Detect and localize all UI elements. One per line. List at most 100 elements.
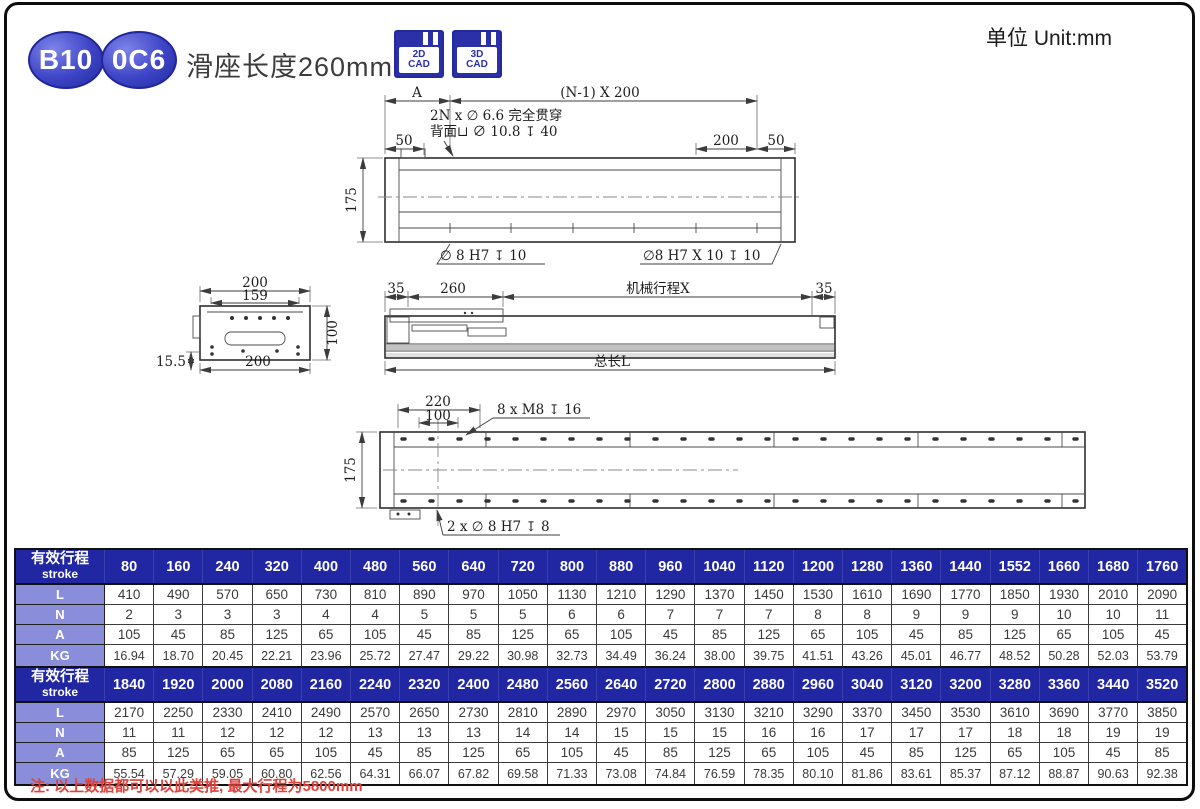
table-cell: 12: [300, 722, 352, 743]
stroke-spec-table: 有效行程 stroke 80 160 240 320 400 480 560 640 720 800 8…: [14, 548, 1188, 786]
table-cell: 15: [645, 722, 696, 743]
table-cell: 87.12: [989, 762, 1040, 786]
table-cell: 46.77: [940, 644, 991, 668]
table-cell: 5: [448, 604, 499, 625]
table-cell: 43.26: [842, 644, 893, 668]
dim-35-right-label: 35: [815, 281, 832, 297]
table-cell: 45: [842, 742, 893, 763]
section-bolt-holes: [210, 316, 300, 356]
table-cell: 74.84: [645, 762, 696, 786]
table-cell: 73.08: [596, 762, 647, 786]
l-row: L 410 490 570 650 730 810 890 970 1050 1130 1210 129…: [14, 583, 1188, 605]
stroke-value-cell: 3040: [842, 666, 893, 703]
stroke-value-cell: 480: [350, 548, 401, 585]
table-cell: 80.10: [792, 762, 844, 786]
stroke-value-cell: 720: [497, 548, 548, 585]
row-label-kg: KG: [14, 644, 105, 668]
table-cell: 4: [350, 604, 401, 625]
cad-2d-line1: 2D: [412, 48, 426, 60]
table-cell: 85: [1137, 742, 1188, 763]
table-cell: 3530: [940, 701, 991, 723]
stroke-value-cell: 400: [300, 548, 352, 585]
stroke-value-cell: 800: [546, 548, 598, 585]
stroke-value-cell: 1680: [1088, 548, 1139, 585]
stroke-value-cell: 3440: [1088, 666, 1139, 703]
table-cell: 85: [399, 742, 450, 763]
stroke-label-en: stroke: [41, 684, 79, 699]
stroke-value-cell: 1120: [743, 548, 794, 585]
table-cell: 16: [743, 722, 794, 743]
table-cell: 1130: [546, 583, 598, 605]
table-cell: 67.82: [448, 762, 499, 786]
dim-35-left-label: 35: [387, 281, 404, 297]
drawing-bottom-view: 220 100 8 x M8 ↧ 16 175 2 x ∅ 8 H7 ↧ 8: [343, 394, 1086, 536]
table-cell: 45: [596, 742, 647, 763]
table-cell: 5: [497, 604, 548, 625]
side-details: [385, 308, 835, 352]
table-cell: 1770: [940, 583, 991, 605]
table-cell: 105: [842, 624, 893, 645]
cad-2d-download-button[interactable]: 2D CAD: [394, 30, 444, 78]
row-label-a: A: [14, 742, 105, 763]
spec-table-body: 有效行程 stroke 80 160 240 320 400 480 560 640 720 800 8…: [14, 548, 1188, 786]
table-cell: 85: [103, 742, 155, 763]
stroke-label-en: stroke: [41, 566, 79, 581]
table-cell: 45: [1137, 624, 1188, 645]
table-cell: 18: [989, 722, 1040, 743]
table-cell: 45: [350, 742, 401, 763]
table-cell: 125: [694, 742, 745, 763]
table-cell: 50.28: [1038, 644, 1090, 668]
table-cell: 14: [497, 722, 548, 743]
technical-drawings: A (N-1) X 200 50 200 50 175 2N x ∅ 6.6 完…: [156, 85, 1086, 536]
table-cell: 19: [1088, 722, 1139, 743]
n-row: N 2 3 3 3 4 4 5 5 5 6 6 7 7 7 8 8 9 9 9 10 10 11: [14, 604, 1188, 625]
a-row: A 85 125 65 65 105 45 85 125 65 105 45 85 125 65 105 45 8…: [14, 742, 1188, 763]
table-cell: 7: [743, 604, 794, 625]
carriage-dot: [463, 311, 467, 315]
stroke-header-row: 有效行程 stroke 80 160 240 320 400 480 560 640 720 800 8…: [14, 548, 1188, 585]
footnote: 注: 以上数据都可以以此类推, 最大行程为5800mm: [30, 778, 363, 795]
dim-175-label: 175: [343, 457, 359, 483]
table-cell: 66.07: [399, 762, 450, 786]
table-cell: 13: [399, 722, 450, 743]
dim-50-right-label: 50: [767, 133, 784, 149]
dim-200-top-label: 200: [242, 275, 268, 291]
table-cell: 1450: [743, 583, 794, 605]
table-cell: 17: [891, 722, 942, 743]
table-cell: 85: [694, 624, 745, 645]
table-cell: 2730: [448, 701, 499, 723]
table-cell: 2250: [153, 701, 204, 723]
stroke-value-cell: 160: [153, 548, 204, 585]
table-cell: 65: [792, 624, 844, 645]
table-cell: 62.56: [300, 762, 352, 786]
table-cell: 1210: [596, 583, 647, 605]
stroke-value-cell: 2240: [350, 666, 401, 703]
side-dimensions: [384, 291, 836, 375]
table-cell: 34.49: [596, 644, 647, 668]
table-cell: 1370: [694, 583, 745, 605]
table-cell: 15: [596, 722, 647, 743]
floppy-slot-icon: [423, 32, 428, 45]
stroke-value-cell: 1840: [103, 666, 155, 703]
dim-100-label: 100: [325, 320, 341, 346]
stroke-value-cell: 2320: [399, 666, 450, 703]
table-cell: 25.72: [350, 644, 401, 668]
stroke-label-cn: 有效行程: [31, 669, 89, 686]
table-cell: 730: [300, 583, 352, 605]
section-outline: [199, 305, 311, 361]
stroke-row-label: 有效行程 stroke: [14, 548, 105, 585]
table-cell: 59.05: [202, 762, 253, 786]
table-cell: 20.45: [202, 644, 253, 668]
dim-159-label: 159: [242, 288, 268, 304]
total-length-label: 总长L: [594, 354, 630, 370]
kg-row: KG 16.94 18.70 20.45 22.21 23.96 25.72 27.47 29.…: [14, 644, 1188, 668]
cad-3d-download-button[interactable]: 3D CAD: [452, 30, 502, 78]
table-cell: 18: [1038, 722, 1090, 743]
table-cell: 65: [989, 742, 1040, 763]
stroke-value-cell: 1440: [940, 548, 991, 585]
table-cell: 65: [300, 624, 352, 645]
table-cell: 71.33: [546, 762, 598, 786]
table-cell: 3290: [792, 701, 844, 723]
carriage-dot: [470, 311, 474, 315]
table-cell: 8: [842, 604, 893, 625]
